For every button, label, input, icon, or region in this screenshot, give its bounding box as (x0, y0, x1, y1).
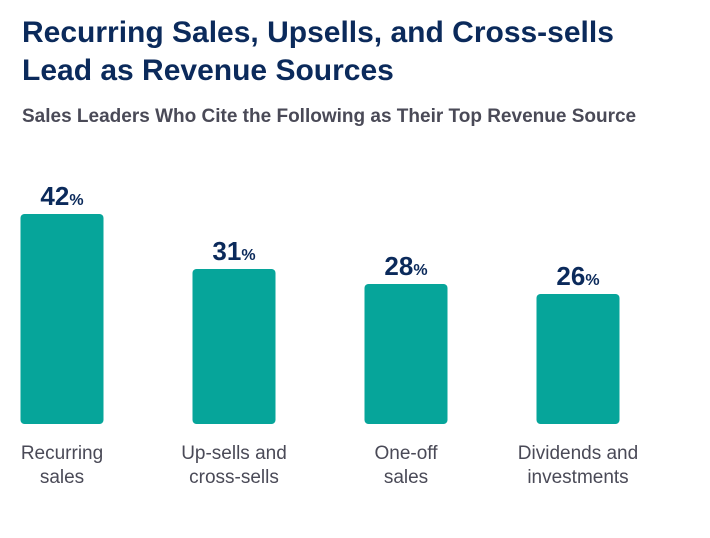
chart-subtitle: Sales Leaders Who Cite the Following as … (22, 106, 637, 127)
bar-0 (20, 214, 104, 424)
chart-title-line-2: Lead as Revenue Sources (22, 54, 394, 87)
bar-3 (536, 294, 620, 424)
bar-chart: 42% Recurring sales 31% Up-sells and cross-se… (20, 181, 638, 488)
bar-2 (364, 284, 448, 424)
category-label-1: Up-sells and cross-sells (181, 443, 287, 488)
category-label-2: One-off sales (374, 443, 438, 488)
bar-value-label-1: 31% (212, 236, 255, 266)
category-label-0: Recurring sales (21, 443, 103, 488)
category-label-3: Dividends and investments (518, 443, 638, 488)
bar-value-label-2: 28% (384, 251, 427, 281)
bar-1 (192, 269, 276, 424)
chart-title: Recurring Sales, Upsells, and Cross-sell… (22, 14, 682, 90)
chart-title-line-1: Recurring Sales, Upsells, and Cross-sell… (22, 16, 614, 49)
bar-value-label-3: 26% (556, 261, 599, 291)
bar-value-label-0: 42% (40, 181, 83, 211)
